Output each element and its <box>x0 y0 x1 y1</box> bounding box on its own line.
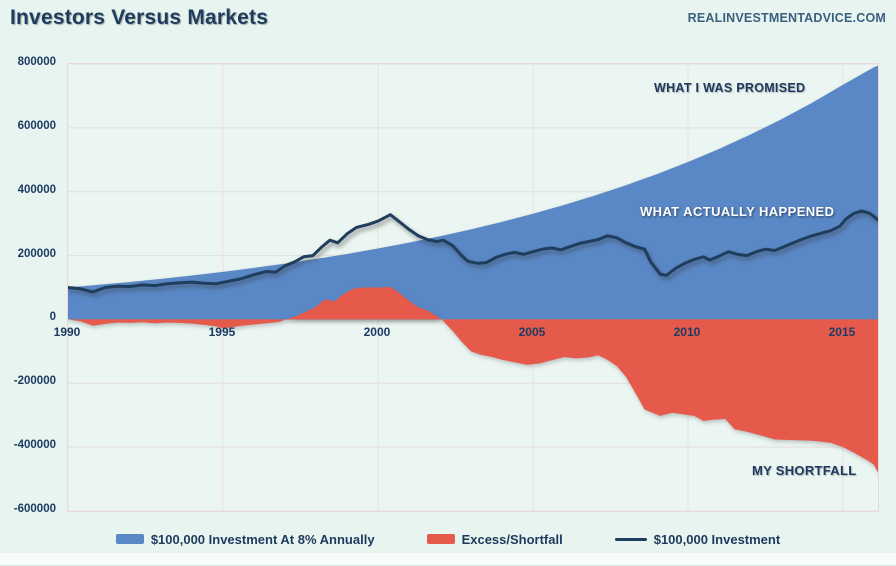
y-tick-label: 0 <box>49 311 56 324</box>
y-tick-label: 400000 <box>17 183 56 196</box>
legend-swatch-actual-investment <box>614 537 647 541</box>
legend-label-actual-investment: $100,000 Investment <box>653 531 781 547</box>
legend-label-promised: $100,000 Investment At 8% Annually <box>150 531 375 547</box>
chart-legend: $100,000 Investment At 8% Annually Exces… <box>0 529 896 549</box>
x-tick-label: 1990 <box>53 325 81 339</box>
actual-investment-line <box>68 209 878 294</box>
legend-swatch-promised <box>115 534 144 544</box>
y-tick-label: 600000 <box>17 119 56 132</box>
x-tick-label: 2010 <box>673 325 701 339</box>
x-tick-label: 1995 <box>208 325 236 339</box>
chart-plot-svg <box>68 64 878 511</box>
legend-label-excess-shortfall: Excess/Shortfall <box>461 531 563 547</box>
x-tick-label: 2005 <box>518 325 546 339</box>
legend-item-excess-shortfall: Excess/Shortfall <box>426 531 563 547</box>
site-watermark: REALINVESTMENTADVICE.COM <box>687 11 886 25</box>
y-tick-label: -600000 <box>13 503 56 515</box>
plot-area <box>67 63 879 512</box>
y-tick-label: -400000 <box>13 439 56 452</box>
chart-title: Investors Versus Markets <box>10 6 269 29</box>
x-tick-label: 2015 <box>828 325 856 339</box>
legend-swatch-excess-shortfall <box>426 534 455 544</box>
y-axis: 800000 600000 400000 200000 0 -200000 -400000 -… <box>0 56 60 515</box>
annotation-what-i-was-promised: WHAT I WAS PROMISED <box>654 81 806 95</box>
annotation-what-actually-happened: WHAT ACTUALLY HAPPENED <box>640 204 835 219</box>
y-tick-label: 800000 <box>17 56 56 68</box>
promised-growth-area <box>68 65 878 320</box>
y-tick-label: -200000 <box>13 375 56 388</box>
x-tick-label: 2000 <box>363 325 391 339</box>
legend-item-actual-investment: $100,000 Investment <box>614 531 781 547</box>
x-axis: 1990 1995 2000 2005 2010 2015 <box>54 325 877 341</box>
excess-shortfall-area <box>68 286 878 473</box>
bottom-strip <box>0 553 896 566</box>
annotation-my-shortfall: MY SHORTFALL <box>752 463 857 478</box>
legend-item-promised: $100,000 Investment At 8% Annually <box>115 531 375 547</box>
y-tick-label: 200000 <box>17 247 56 260</box>
